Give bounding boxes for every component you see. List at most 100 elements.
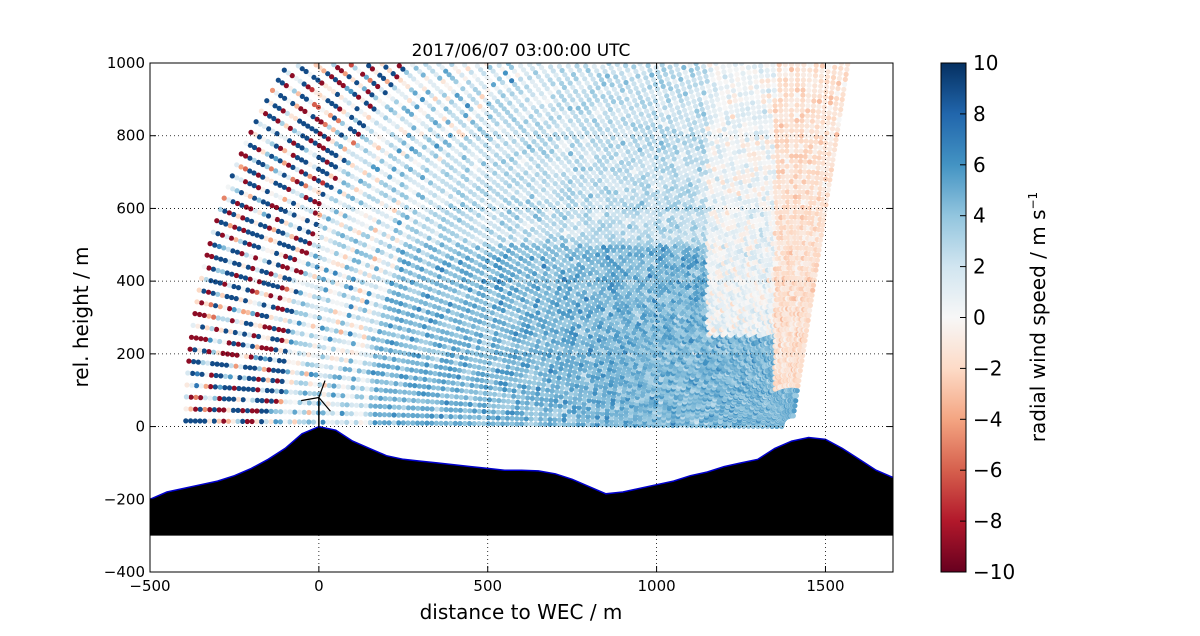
- scan-point: [400, 412, 406, 418]
- scan-point: [395, 365, 401, 371]
- scan-point: [551, 374, 557, 380]
- scan-point: [405, 405, 411, 411]
- scan-point: [560, 356, 566, 363]
- scan-point: [424, 362, 430, 368]
- scan-point: [255, 244, 262, 250]
- scan-point: [400, 334, 406, 340]
- scan-point: [196, 347, 203, 353]
- scan-point: [346, 340, 352, 346]
- scan-point: [433, 420, 439, 426]
- scan-point: [488, 379, 494, 385]
- scan-point: [557, 403, 563, 409]
- scan-point: [267, 356, 273, 362]
- scan-point: [500, 307, 506, 314]
- scan-point: [407, 344, 414, 350]
- scan-point: [278, 409, 284, 415]
- scan-point: [589, 357, 596, 363]
- scan-point: [459, 313, 465, 319]
- scan-point: [260, 246, 266, 252]
- scan-point: [277, 240, 283, 246]
- scan-point: [523, 373, 529, 379]
- scan-point: [249, 343, 255, 349]
- scan-point: [299, 248, 305, 254]
- scan-point: [392, 324, 398, 330]
- scan-point: [287, 419, 293, 425]
- scan-point: [241, 386, 247, 392]
- scan-point: [359, 385, 365, 392]
- scan-point: [558, 346, 564, 352]
- scan-point: [510, 399, 516, 405]
- scan-point: [321, 391, 327, 397]
- scan-point: [294, 370, 300, 376]
- scan-point: [205, 289, 212, 295]
- scan-point: [225, 351, 231, 357]
- scan-point: [341, 292, 347, 298]
- scan-point: [473, 331, 479, 337]
- scan-point: [230, 407, 236, 413]
- scan-point: [474, 311, 480, 317]
- scan-point: [563, 394, 569, 401]
- scan-point: [435, 349, 441, 355]
- scan-point: [425, 355, 431, 361]
- scan-point: [420, 292, 426, 298]
- scan-point: [509, 371, 515, 377]
- scan-point: [431, 378, 437, 384]
- scan-point: [240, 342, 246, 348]
- scan-point: [515, 399, 521, 405]
- scan-point: [240, 408, 246, 414]
- scan-point: [463, 388, 469, 394]
- scan-point: [307, 381, 313, 387]
- scan-point: [420, 391, 427, 397]
- scan-point: [409, 296, 415, 302]
- scan-point: [353, 411, 359, 417]
- scan-point: [266, 259, 272, 265]
- scan-point: [250, 265, 256, 272]
- scan-point: [587, 393, 593, 400]
- scan-point: [341, 311, 347, 317]
- scan-point: [250, 386, 256, 393]
- scan-point: [231, 211, 237, 218]
- scan-point: [371, 310, 377, 316]
- scan-point: [459, 381, 465, 387]
- scan-point: [312, 381, 318, 387]
- scan-point: [293, 380, 299, 386]
- scan-point: [316, 344, 322, 350]
- scan-point: [270, 377, 276, 384]
- scan-point: [346, 275, 352, 281]
- scan-point: [470, 370, 476, 376]
- scan-point: [285, 243, 292, 249]
- scan-point: [245, 343, 251, 349]
- scan-point: [460, 306, 467, 312]
- scan-point: [520, 362, 526, 368]
- scan-point: [589, 343, 595, 349]
- scan-point: [307, 342, 313, 348]
- scan-point: [529, 364, 535, 370]
- scan-point: [505, 340, 511, 346]
- scan-point: [468, 389, 474, 395]
- scan-point: [454, 387, 460, 393]
- scan-point: [505, 410, 511, 416]
- scan-point: [254, 397, 260, 403]
- scan-point: [256, 366, 262, 372]
- scan-point: [381, 259, 387, 265]
- scan-point: [571, 404, 577, 410]
- scan-point: [481, 415, 487, 421]
- scan-point: [387, 306, 393, 312]
- scan-point: [529, 325, 536, 331]
- scan-point: [335, 392, 341, 398]
- scan-point: [308, 251, 314, 258]
- scan-point: [542, 372, 548, 378]
- scan-point: [311, 400, 317, 406]
- scan-point: [513, 331, 519, 337]
- scan-point: [485, 366, 491, 372]
- scan-point: [552, 403, 559, 409]
- scan-point: [433, 334, 440, 340]
- scan-point: [553, 398, 559, 404]
- scan-point: [562, 403, 568, 409]
- scan-point: [497, 356, 503, 362]
- scan-point: [458, 394, 464, 400]
- scan-point: [453, 332, 459, 338]
- scan-point: [217, 280, 223, 286]
- scan-point: [211, 349, 217, 355]
- scan-point: [247, 276, 253, 282]
